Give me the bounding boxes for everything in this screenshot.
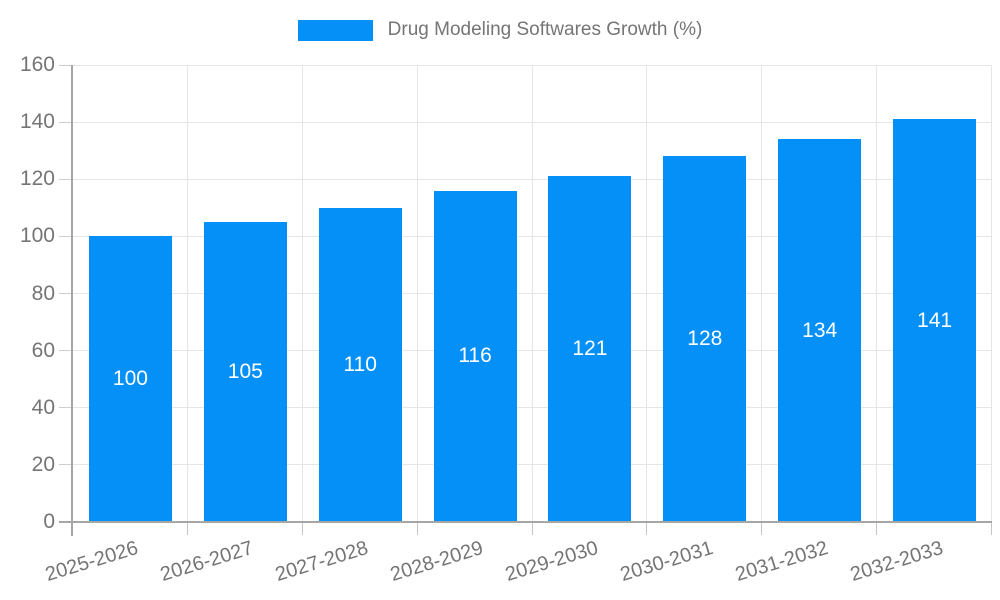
y-axis-tick-label: 160 bbox=[19, 53, 55, 76]
gridline-vertical bbox=[301, 65, 303, 522]
y-axis-tick-label: 60 bbox=[31, 338, 55, 362]
bar-value-label: 105 bbox=[227, 360, 263, 384]
y-axis-tick bbox=[59, 407, 71, 409]
bar: 105 bbox=[203, 222, 287, 522]
y-axis-tick-label: 100 bbox=[19, 224, 55, 248]
y-axis-tick-label: 140 bbox=[19, 110, 55, 134]
y-axis-tick bbox=[59, 464, 71, 466]
bar: 116 bbox=[433, 190, 517, 522]
legend-swatch bbox=[297, 19, 373, 41]
chart-title: Drug Modeling Softwares Growth (%) bbox=[387, 19, 703, 40]
bar-value-label: 110 bbox=[343, 352, 377, 376]
x-axis-tick bbox=[761, 523, 763, 535]
y-axis-tick bbox=[59, 293, 71, 294]
bar-value-label: 100 bbox=[112, 367, 148, 391]
gridline-vertical bbox=[186, 65, 188, 522]
x-axis-line bbox=[59, 521, 992, 523]
gridline-horizontal bbox=[73, 464, 992, 466]
bar-value-label: 128 bbox=[687, 327, 723, 351]
gridline-vertical bbox=[876, 65, 878, 522]
gridline-horizontal bbox=[73, 121, 992, 123]
y-axis-tick-label: 40 bbox=[31, 395, 55, 419]
y-axis-tick bbox=[59, 235, 71, 237]
gridline-horizontal bbox=[73, 178, 992, 180]
y-axis-tick bbox=[59, 178, 71, 180]
y-axis-tick-label: 20 bbox=[31, 452, 55, 476]
x-axis-tick bbox=[991, 523, 992, 535]
x-axis-tick bbox=[186, 523, 188, 535]
gridline-vertical bbox=[531, 65, 533, 522]
bar: 141 bbox=[893, 119, 977, 522]
gridline-horizontal bbox=[73, 64, 992, 66]
y-axis-tick bbox=[59, 64, 71, 66]
bar-value-label: 116 bbox=[458, 344, 492, 368]
bar-value-label: 134 bbox=[802, 318, 838, 342]
gridline-vertical bbox=[761, 65, 763, 522]
gridline-vertical bbox=[646, 65, 648, 522]
y-axis-tick-label: 80 bbox=[31, 281, 55, 305]
plot-area: 100 105 110 116 121 128 134 141 bbox=[73, 64, 992, 522]
gridline-horizontal bbox=[73, 293, 992, 294]
bar: 128 bbox=[663, 156, 747, 522]
y-axis-tick bbox=[59, 121, 71, 123]
gridline-vertical bbox=[991, 65, 992, 522]
y-axis-tick-label: 120 bbox=[19, 167, 55, 191]
gridline-vertical bbox=[416, 65, 418, 522]
bar: 134 bbox=[778, 139, 862, 522]
bar: 121 bbox=[548, 176, 632, 522]
y-axis-line bbox=[71, 65, 73, 536]
bar: 100 bbox=[88, 236, 172, 522]
gridline-horizontal bbox=[73, 407, 992, 409]
x-axis-tick bbox=[646, 523, 648, 535]
x-axis-tick bbox=[876, 523, 878, 535]
bar-value-label: 141 bbox=[917, 308, 953, 332]
gridline-horizontal bbox=[73, 350, 992, 352]
bar-value-label: 121 bbox=[572, 337, 608, 361]
gridline-horizontal bbox=[73, 235, 992, 237]
y-axis-tick-label: 0 bbox=[43, 510, 55, 533]
chart-legend[interactable]: Drug Modeling Softwares Growth (%) bbox=[0, 18, 1000, 42]
x-axis-tick bbox=[416, 523, 418, 535]
y-axis-tick bbox=[59, 350, 71, 352]
x-axis-tick bbox=[301, 523, 303, 535]
x-axis-tick bbox=[531, 523, 533, 535]
bar: 110 bbox=[318, 207, 402, 522]
